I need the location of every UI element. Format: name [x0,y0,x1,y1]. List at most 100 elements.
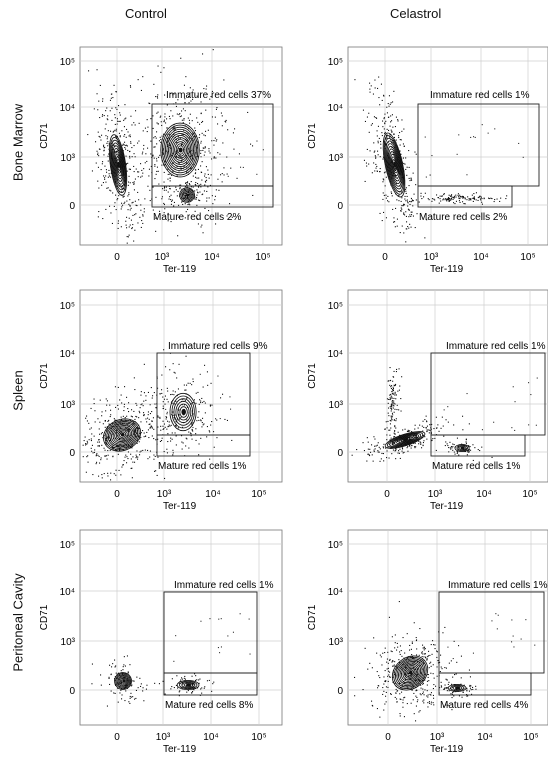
event-dot [396,368,398,370]
event-dot [183,84,185,86]
event-dot [384,185,386,187]
event-dot [391,651,393,653]
event-dot [426,680,428,682]
event-dot [178,216,180,218]
event-dot [394,634,396,636]
event-dot [398,659,400,661]
event-dot [368,163,370,165]
event-dot [123,406,125,408]
event-dot [385,447,387,449]
event-dot [108,676,110,678]
event-dot [383,194,385,196]
event-dot [119,692,121,694]
event-dot [402,143,404,145]
event-dot [394,393,396,395]
event-dot [93,398,95,400]
event-dot [140,226,142,228]
event-dot [396,199,398,201]
event-dot [451,447,453,449]
event-dot [109,416,111,418]
event-dot [93,451,95,453]
event-dot [109,189,111,191]
event-dot [128,701,130,703]
event-dot [100,169,102,171]
event-dot [460,195,462,197]
event-dot [101,134,103,136]
event-dot [126,216,128,218]
event-dot [108,175,110,177]
density-contour [404,666,417,679]
event-dot [121,206,123,208]
event-dot [92,452,94,454]
event-dot [212,49,214,51]
event-dot [371,704,373,706]
event-dot [112,426,114,428]
event-dot [117,220,119,222]
event-dot [185,389,187,391]
event-dot [403,716,405,718]
flow-plot-3: Immature red cells 9%Mature red cells 1%… [39,289,283,512]
event-dot [115,672,117,674]
event-dot [452,658,454,660]
y-tick-label: 10⁵ [328,57,343,68]
event-dot [86,420,88,422]
event-dot [390,386,392,388]
event-dot [364,120,366,122]
event-dot [164,186,166,188]
event-dot [157,65,159,67]
event-dot [202,386,204,388]
event-dot [409,223,411,225]
event-dot [90,427,92,429]
event-dot [392,404,394,406]
event-dot [164,113,166,115]
event-dot [104,455,106,457]
event-dot [391,120,393,122]
event-dot [406,174,408,176]
event-dot [151,420,153,422]
density-contour [393,434,417,445]
event-dot [383,172,385,174]
event-dot [194,210,196,212]
event-dot [203,147,205,149]
event-dot [117,408,119,410]
event-dot [142,405,144,407]
event-dot [391,412,393,414]
event-dot [139,407,141,409]
event-dot [85,417,87,419]
event-dot [402,440,404,442]
event-dot [132,201,134,203]
event-dot [393,153,395,155]
event-dot [153,392,155,394]
event-dot [131,228,133,230]
event-dot [394,384,396,386]
event-dot [108,677,110,679]
event-dot [157,426,159,428]
event-dot [473,136,475,138]
event-dot [138,199,140,201]
event-dot [126,456,128,458]
event-dot [437,197,439,199]
event-dot [446,200,448,202]
event-dot [423,646,425,648]
event-dot [469,676,471,678]
event-dot [422,430,424,432]
event-dot [401,691,403,693]
gate-immature [163,591,258,674]
event-dot [189,87,191,89]
event-dot [415,199,417,201]
event-dot [404,195,406,197]
event-dot [392,449,394,451]
event-dot [126,242,128,244]
event-dot [386,398,388,400]
event-dot [194,169,196,171]
event-dot [427,696,429,698]
event-dot [170,221,172,223]
event-dot [465,442,467,444]
event-dot [374,79,376,81]
event-dot [143,363,145,365]
event-dot [411,199,413,201]
event-dot [399,713,401,715]
event-dot [430,661,432,663]
event-dot [456,452,458,454]
event-dot [391,636,393,638]
